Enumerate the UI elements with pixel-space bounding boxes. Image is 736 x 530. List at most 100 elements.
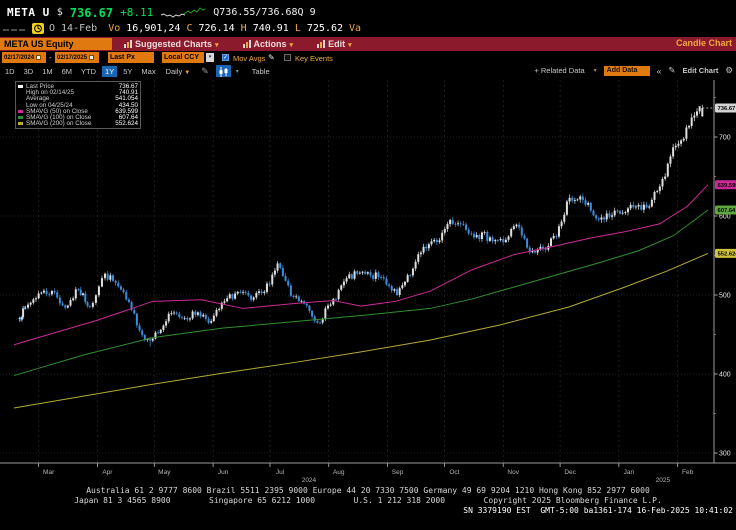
ticker-line: META U $ 736.67 +8.11 Q736.55/736.68Q 9	[7, 5, 316, 20]
collapse-icon[interactable]: «	[656, 65, 662, 76]
candle-chart-type-icon[interactable]	[215, 65, 231, 77]
legend-marker	[18, 116, 23, 120]
stat-value: 726.14	[198, 23, 235, 34]
menu-item-actions[interactable]: Actions	[242, 39, 294, 49]
date-to-value: 02/17/2025	[57, 54, 88, 61]
period-button-6m[interactable]: 6M	[61, 66, 73, 76]
footer-contact-line: Australia 61 2 9777 8600 Brazil 5511 239…	[86, 486, 650, 495]
svg-text:Mar: Mar	[43, 469, 55, 476]
mov-avgs-edit-icon[interactable]: ✎	[268, 53, 275, 62]
legend-marker	[18, 109, 23, 113]
svg-text:May: May	[158, 469, 171, 476]
svg-text:2024: 2024	[302, 477, 317, 484]
stat-label: Vo	[102, 23, 127, 34]
candle-chart-canvas[interactable]: 300 400 500 600 700 Mar Apr May Jun Jul Aug Sep Oct N…	[0, 78, 736, 486]
chevron-down-icon	[348, 39, 352, 49]
stat-value: 740.91	[252, 23, 289, 34]
terminal-footer: Australia 61 2 9777 8600 Brazil 5511 239…	[0, 484, 736, 530]
date-to-field[interactable]: 02/17/2025	[55, 52, 99, 63]
chart-area[interactable]: 300 400 500 600 700 Mar Apr May Jun Jul Aug Sep Oct N…	[0, 78, 736, 486]
menu-item-label: Actions	[253, 39, 287, 49]
period-button-5y[interactable]: 5Y	[123, 66, 133, 76]
legend-row: SMAVG (100) on Close 607.64	[18, 114, 138, 122]
related-data-caret-icon[interactable]: ▾	[593, 68, 597, 74]
currency-dropdown-button[interactable]: ▾	[206, 53, 214, 62]
svg-text:607.64: 607.64	[718, 208, 736, 214]
period-button-max[interactable]: Max	[141, 66, 156, 76]
ticker-stats-line: O 14-Feb Vo 16,901,24 C 726.14 H 740.91 …	[3, 22, 367, 35]
chart-type-label: Candle Chart	[675, 38, 732, 48]
svg-text:Apr: Apr	[102, 469, 113, 476]
period-button-ytd[interactable]: YTD	[81, 66, 97, 76]
add-data-input[interactable]: Add Data	[603, 65, 650, 76]
table-button[interactable]: Table	[251, 66, 270, 76]
date-from-field[interactable]: 02/17/2024	[2, 52, 46, 63]
svg-text:Jul: Jul	[276, 469, 285, 476]
legend-label: SMAVG (100) on Close	[26, 114, 92, 122]
menu-item-label: Edit	[328, 39, 346, 49]
legend-marker	[18, 84, 23, 88]
session-date: O 14-Feb	[49, 23, 98, 34]
legend-value: 639.599	[115, 107, 138, 115]
clock-icon	[32, 23, 44, 34]
period-button-1m[interactable]: 1M	[42, 66, 53, 76]
security-field[interactable]: META US Equity	[0, 38, 112, 50]
key-events-label: Key Events	[295, 54, 333, 63]
menu-item-edit[interactable]: Edit	[317, 39, 352, 49]
settings-gear-icon[interactable]: ⚙	[725, 65, 733, 75]
footer-copyright-line: Japan 81 3 4565 8900 Singapore 65 6212 1…	[74, 496, 662, 505]
annotate-icon[interactable]: ✎	[201, 65, 209, 76]
related-data-button[interactable]: + Related Data	[534, 66, 585, 75]
svg-text:Jan: Jan	[624, 469, 635, 476]
svg-text:736.67: 736.67	[718, 106, 736, 112]
last-price: 736.67	[69, 5, 114, 20]
chart-settings-bar: 02/17/2024 - 02/17/2025 Last Px Local CC…	[0, 51, 736, 64]
price-change: +8.11	[120, 6, 154, 19]
svg-text:Dec: Dec	[564, 469, 576, 476]
session-dashes	[3, 23, 27, 34]
chevron-down-icon	[290, 39, 294, 49]
currency-indicator: $	[56, 7, 63, 18]
legend-marker	[18, 122, 23, 126]
stat-label: Va	[343, 23, 368, 34]
period-toolbar: 1D 3D 1M 6M YTD 1Y 5Y Max Daily ✎ ▾ Table + Related…	[0, 64, 736, 79]
menu-item-suggested-charts[interactable]: Suggested Charts	[124, 39, 219, 49]
legend-label: Average	[26, 95, 50, 103]
calendar-icon[interactable]	[89, 55, 95, 60]
menu-items: Suggested Charts Actions Edit	[124, 37, 352, 51]
svg-text:552.624: 552.624	[718, 252, 736, 258]
mov-avgs-checkbox[interactable]: ✓	[222, 54, 229, 61]
legend-value: 434.50	[118, 101, 138, 109]
chart-type-caret-icon[interactable]: ▾	[235, 68, 239, 75]
key-events-checkbox[interactable]	[284, 54, 291, 61]
stat-label: C	[180, 23, 199, 34]
frequency-select[interactable]: Daily	[166, 67, 191, 76]
currency-select[interactable]: Local CCY	[162, 52, 204, 63]
chart-glyph-icon	[317, 40, 326, 48]
price-field-select[interactable]: Last Px	[108, 52, 154, 63]
legend-label: Last Price	[26, 82, 54, 90]
period-button-1d[interactable]: 1D	[5, 66, 15, 76]
edit-pencil-icon[interactable]: ✎	[668, 65, 676, 75]
edit-chart-button[interactable]: Edit Chart	[682, 66, 719, 75]
date-from-value: 02/17/2024	[4, 54, 35, 61]
calendar-icon[interactable]	[36, 55, 42, 60]
period-button-1y[interactable]: 1Y	[102, 65, 118, 77]
ticker-symbol: META U	[7, 6, 50, 19]
svg-text:700: 700	[719, 134, 731, 141]
legend-label: High on 02/14/25	[26, 88, 74, 96]
command-bar: META US Equity Suggested Charts Actions Ed…	[0, 37, 736, 51]
legend-label: SMAVG (200) on Close	[26, 120, 92, 128]
svg-text:Jun: Jun	[218, 469, 229, 476]
legend-row: High on 02/14/25 740.91	[18, 88, 138, 96]
period-button-3d[interactable]: 3D	[23, 66, 34, 76]
svg-text:Aug: Aug	[333, 469, 345, 476]
ohlc-stats: Vo 16,901,24 C 726.14 H 740.91 L 725.62 …	[102, 23, 367, 34]
stat-value: 16,901,24	[126, 23, 181, 34]
legend-value: 607.64	[118, 114, 138, 122]
svg-text:Nov: Nov	[507, 469, 519, 476]
ticker-header: META U $ 736.67 +8.11 Q736.55/736.68Q 9 …	[0, 0, 736, 37]
frequency-value: Daily	[165, 66, 183, 76]
svg-text:Oct: Oct	[449, 469, 459, 476]
